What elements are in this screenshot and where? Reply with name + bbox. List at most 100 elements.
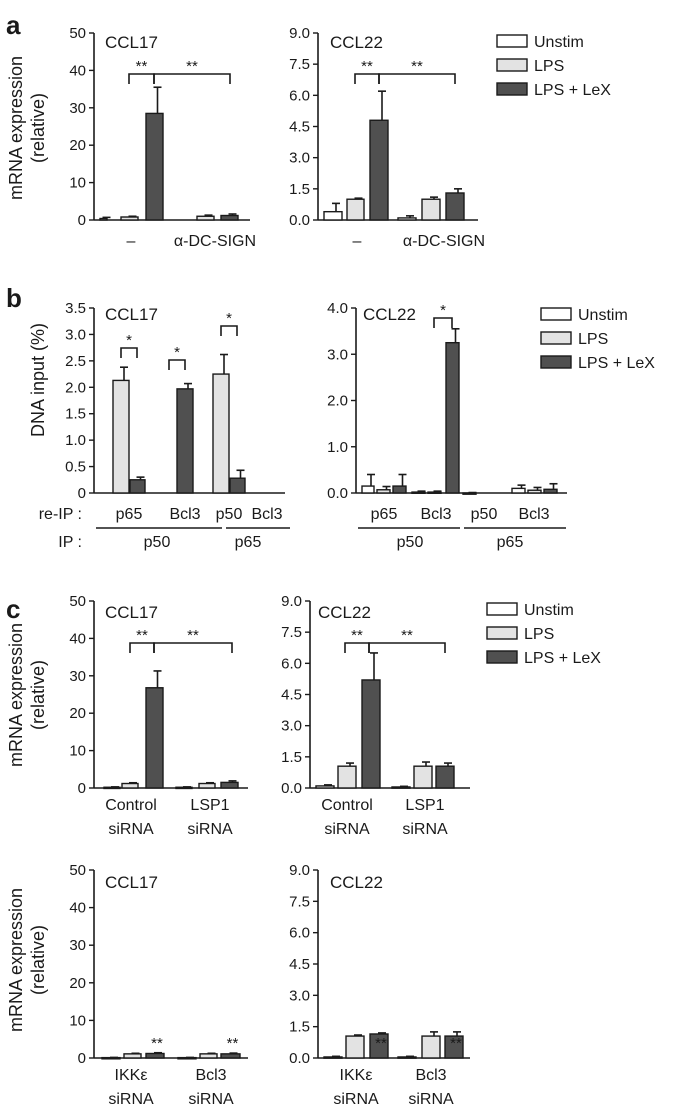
legend-swatch-unstim — [540, 307, 572, 321]
y-tick-label: 10 — [69, 743, 86, 760]
bar-lex — [435, 765, 455, 789]
bar-lex — [543, 488, 558, 494]
bar-lex — [369, 1033, 389, 1059]
y-tick-label: 1.5 — [65, 406, 86, 423]
bar-lex — [176, 388, 194, 494]
bar-unstim — [323, 210, 343, 221]
x-category-label: siRNA — [187, 821, 233, 838]
legend-label: LPS + LeX — [524, 650, 601, 667]
bar-lps — [345, 1035, 365, 1059]
ip-group-label: p50 — [144, 534, 171, 551]
chart-title: CCL22 — [330, 33, 383, 52]
bar-lex — [220, 1053, 241, 1059]
y-tick-label: 1.0 — [327, 439, 348, 456]
x-category-label: IKKε — [115, 1067, 148, 1084]
y-tick-label: 30 — [69, 937, 86, 954]
x-category-label: LSP1 — [405, 797, 444, 814]
x-category-label: Bcl3 — [518, 506, 549, 523]
y-tick-label: 9.0 — [289, 862, 310, 879]
legend-swatch-lex — [540, 355, 572, 369]
y-tick-label: 9.0 — [289, 25, 310, 42]
panel-label-c: c — [6, 594, 20, 624]
bar-lex — [145, 1052, 165, 1059]
significance-label: ** — [227, 1035, 239, 1052]
bar-lex — [220, 214, 239, 221]
x-category-label: – — [127, 233, 136, 250]
significance-label: * — [440, 302, 446, 319]
significance-label: ** — [361, 58, 373, 75]
y-tick-label: 7.5 — [281, 624, 302, 641]
chart-c-ccl17-ikk: CCL17 0 10 20 30 40 50 IKKε siRNA Bcl3 siRNA ** ** — [69, 862, 248, 1108]
x-category-label: siRNA — [108, 1091, 154, 1108]
y-tick-label: 1.5 — [281, 749, 302, 766]
bar-lex — [145, 112, 164, 221]
legend: Unstim LPS LPS + LeX — [486, 602, 601, 667]
bar-unstim — [361, 485, 375, 494]
bar-lps — [421, 198, 441, 221]
y-tick-label: 0.0 — [281, 780, 302, 797]
significance-label: * — [226, 310, 232, 327]
y-tick-label: 4.5 — [289, 119, 310, 136]
y-tick-label: 2.5 — [65, 353, 86, 370]
x-category-label: siRNA — [188, 1091, 234, 1108]
ip-group-label: p65 — [235, 534, 262, 551]
y-tick-label: 20 — [69, 137, 86, 154]
bar-unstim — [175, 786, 193, 790]
significance-label: ** — [186, 58, 198, 75]
y-tick-label: 4.5 — [281, 687, 302, 704]
chart-b-ccl22: CCL22 0.0 1.0 2.0 3.0 4.0 p65 Bcl3 p50 Bcl3 p50 p65… — [327, 300, 567, 551]
legend-swatch-lps — [540, 331, 572, 345]
bar-lps — [346, 198, 365, 221]
y-axis-title-mrna: mRNA expression — [6, 888, 26, 1032]
x-category-label: siRNA — [402, 821, 448, 838]
y-tick-label: 40 — [69, 630, 86, 647]
x-category-label: Bcl3 — [195, 1067, 226, 1084]
legend: Unstim LPS LPS + LeX — [540, 307, 655, 372]
legend-swatch-unstim — [496, 34, 528, 48]
chart-title: CCL17 — [105, 873, 158, 892]
significance-bracket — [368, 642, 446, 653]
y-axis-title-relative: (relative) — [28, 925, 48, 995]
significance-label: ** — [351, 627, 363, 644]
x-category-label: Control — [321, 797, 373, 814]
significance-bracket — [220, 325, 238, 336]
significance-label: ** — [187, 627, 199, 644]
significance-bracket — [354, 73, 380, 84]
significance-label: * — [126, 332, 132, 349]
y-tick-label: 0 — [78, 780, 86, 797]
y-tick-label: 1.5 — [289, 181, 310, 198]
bar-unstim — [103, 786, 121, 790]
legend-label: LPS — [524, 626, 554, 643]
bar-unstim — [391, 786, 411, 789]
reip-label: re-IP : — [39, 506, 82, 523]
y-tick-label: 3.0 — [281, 718, 302, 735]
significance-bracket — [168, 359, 186, 370]
bar-unstim — [397, 1056, 417, 1059]
x-category-label: siRNA — [408, 1091, 454, 1108]
bar-lex — [392, 485, 407, 494]
bar-unstim — [323, 1056, 343, 1059]
significance-label: * — [174, 344, 180, 361]
x-category-label: α-DC-SIGN — [403, 233, 485, 250]
y-axis-title-c-bottom: mRNA expression (relative) — [6, 888, 48, 1032]
y-axis-title-dna: DNA input (%) — [28, 323, 48, 437]
significance-bracket — [433, 317, 453, 328]
bar-unstim — [511, 487, 526, 494]
y-tick-label: 3.0 — [65, 326, 86, 343]
legend-label: Unstim — [534, 34, 584, 51]
x-category-label: Bcl3 — [415, 1067, 446, 1084]
significance-label: ** — [136, 627, 148, 644]
significance-bracket — [153, 642, 233, 653]
y-tick-label: 7.5 — [289, 56, 310, 73]
x-category-label: LSP1 — [190, 797, 229, 814]
bar-lps — [199, 1053, 218, 1059]
y-tick-label: 40 — [69, 62, 86, 79]
bar-lps — [121, 782, 139, 789]
x-category-label: Bcl3 — [420, 506, 451, 523]
y-tick-label: 10 — [69, 1012, 86, 1029]
y-tick-label: 50 — [69, 862, 86, 879]
y-tick-label: 3.5 — [65, 300, 86, 317]
bar-lex — [129, 479, 146, 494]
y-tick-label: 6.0 — [281, 655, 302, 672]
